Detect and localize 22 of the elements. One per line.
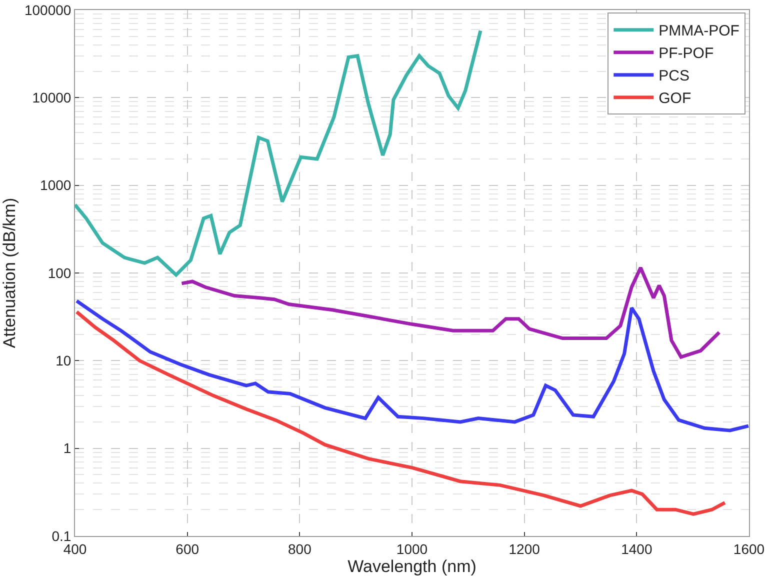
- x-tick-label: 1400: [621, 540, 652, 557]
- legend-label: PCS: [658, 68, 690, 85]
- x-tick-label: 1000: [396, 540, 428, 557]
- line-series: [75, 28, 482, 277]
- x-tick-label: 1200: [508, 540, 540, 557]
- y-tick-label: 1: [63, 440, 72, 456]
- line-series: [180, 266, 721, 359]
- line-series: [75, 310, 727, 516]
- x-tick-label: 600: [176, 540, 200, 557]
- y-axis-title: Attenuation (dB/km): [0, 198, 19, 348]
- y-tick-label: 10: [56, 352, 72, 369]
- legend-label: PMMA-POF: [658, 22, 740, 40]
- y-tick-label: 1000: [40, 177, 72, 194]
- x-tick-label: 1600: [733, 540, 765, 557]
- x-tick-label: 800: [288, 540, 312, 557]
- legend-label: GOF: [658, 90, 692, 108]
- y-tick-label: 100000: [24, 2, 72, 18]
- y-tick-label: 100: [48, 264, 72, 281]
- line-series: [75, 299, 749, 432]
- legend-label: PF-POF: [658, 45, 714, 62]
- x-axis-title: Wavelength (nm): [348, 557, 476, 576]
- y-tick-label: 10000: [32, 90, 72, 106]
